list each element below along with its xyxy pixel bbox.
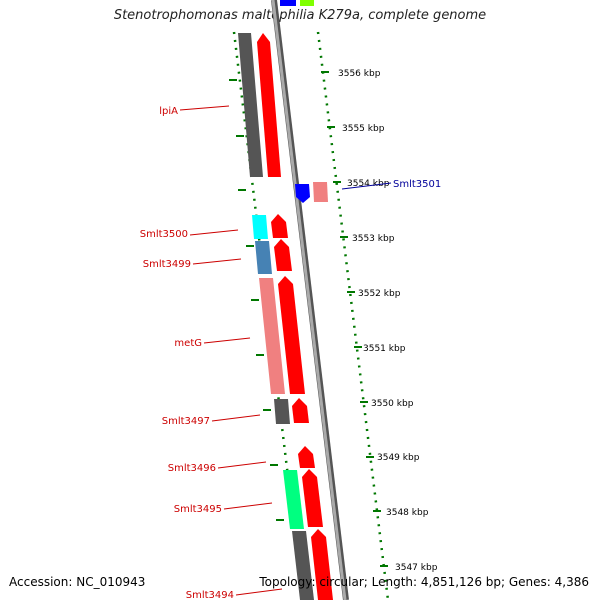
accession-text: Accession: NC_010943 bbox=[9, 575, 146, 589]
smlt3501-blue-arrow bbox=[295, 184, 310, 203]
smlt3499-cds-arrow bbox=[274, 239, 292, 271]
gene-label-smlt3500[interactable]: Smlt3500 bbox=[140, 229, 188, 240]
kbp-label-3552: 3552 kbp bbox=[358, 289, 401, 299]
smlt3495-green-feature bbox=[283, 470, 304, 529]
kbp-label-3547: 3547 kbp bbox=[395, 563, 438, 573]
kbp-label-3551: 3551 kbp bbox=[363, 344, 406, 354]
kbp-label-3549: 3549 kbp bbox=[377, 453, 420, 463]
right-ring-ticks bbox=[321, 71, 388, 567]
gene-label-leaders bbox=[179, 105, 392, 596]
smlt3494-cds-arrow bbox=[311, 529, 333, 600]
smlt3500-cds-arrow bbox=[271, 214, 288, 238]
outer-ring-right bbox=[316, 31, 390, 600]
left-ring-ticks bbox=[229, 79, 284, 521]
gene-label-lpiA[interactable]: lpiA bbox=[159, 106, 178, 117]
metG-cds-arrow bbox=[278, 276, 305, 394]
kbp-label-3548: 3548 kbp bbox=[386, 508, 429, 518]
gene-label-smlt3496[interactable]: Smlt3496 bbox=[168, 463, 216, 474]
smlt3499-steelblue-feature bbox=[255, 241, 272, 274]
gene-label-smlt3501[interactable]: Smlt3501 bbox=[393, 179, 441, 190]
backbone bbox=[271, 0, 347, 600]
smlt3494-gray-feature bbox=[292, 531, 314, 600]
gene-label-smlt3497[interactable]: Smlt3497 bbox=[162, 416, 210, 427]
lpiA-cds-arrow bbox=[257, 33, 281, 177]
smlt3496-cds-arrow bbox=[298, 446, 315, 468]
smlt3501-salmon-feature bbox=[313, 182, 328, 202]
kbp-label-3554: 3554 kbp bbox=[347, 179, 390, 189]
top-partial-green-feature bbox=[300, 0, 314, 6]
lpiA-gray-feature bbox=[238, 33, 263, 177]
smlt3495-cds-arrow bbox=[302, 469, 323, 527]
smlt3497-cds-arrow bbox=[292, 398, 309, 423]
smlt3500-cyan-feature bbox=[252, 215, 268, 239]
kbp-label-3550: 3550 kbp bbox=[371, 399, 414, 409]
map-title: Stenotrophomonas maltophilia K279a, comp… bbox=[113, 8, 487, 23]
smlt3497-gray-feature bbox=[274, 399, 290, 424]
top-partial-blue-feature bbox=[280, 0, 296, 6]
metG-salmon-feature bbox=[259, 278, 285, 394]
gene-label-metG[interactable]: metG bbox=[174, 338, 202, 349]
gene-label-smlt3495[interactable]: Smlt3495 bbox=[174, 504, 222, 515]
kbp-label-3553: 3553 kbp bbox=[352, 234, 395, 244]
gene-label-smlt3499[interactable]: Smlt3499 bbox=[143, 259, 191, 270]
topology-text: Topology: circular; Length: 4,851,126 bp… bbox=[259, 575, 589, 589]
kbp-label-3555: 3555 kbp bbox=[342, 124, 385, 134]
gene-label-smlt3494[interactable]: Smlt3494 bbox=[186, 590, 234, 600]
kbp-label-3556: 3556 kbp bbox=[338, 69, 381, 79]
